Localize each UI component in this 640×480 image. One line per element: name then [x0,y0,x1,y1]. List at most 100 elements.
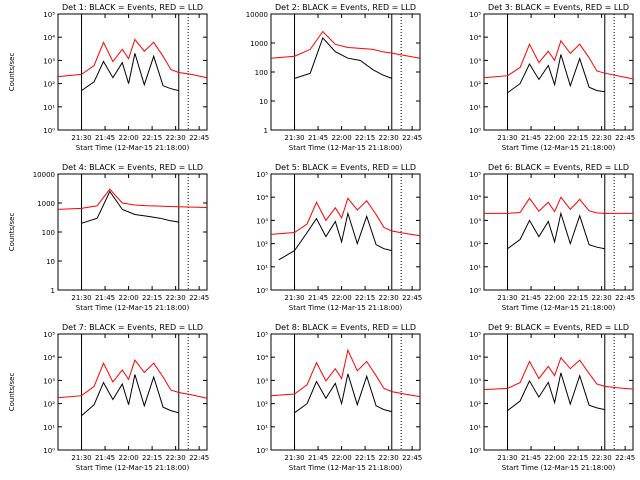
y-tick-label: 10⁴ [469,354,481,362]
y-tick-label: 10⁵ [43,11,55,19]
x-tick-label: 22:30 [379,294,399,302]
y-tick-label: 10³ [43,57,55,65]
chart-panel-8: Det 8: BLACK = Events, RED = LLD 10⁰ 10¹ 10… [256,323,422,472]
y-tick-label: 10³ [469,57,481,65]
x-tick-label: 21:30 [497,294,517,302]
x-tick-label: 22:00 [331,454,351,462]
x-tick-label: 22:15 [355,454,375,462]
x-axis-label: Start Time (12-Mar-15 21:18:00) [289,144,403,152]
y-tick-label: 10⁴ [43,354,55,362]
x-tick-label: 21:45 [95,294,115,302]
y-tick-label: 10³ [256,217,268,225]
y-tick-label: 10² [256,241,268,249]
plot-frame [270,173,421,291]
x-tick-label: 21:30 [284,454,304,462]
chart-title: Det 1: BLACK = Events, RED = LLD [62,3,203,12]
series-line-events [294,373,392,414]
y-tick-label: 10¹ [469,264,481,272]
plot-frame [270,333,421,451]
y-tick-label: 10⁵ [256,331,268,339]
x-tick-label: 22:15 [568,294,588,302]
y-tick-label: 10¹ [43,104,55,112]
x-tick-label: 22:15 [568,454,588,462]
y-tick-label: 100 [255,69,268,77]
y-tick-label: 1000 [250,40,268,48]
x-tick-label: 22:00 [544,294,564,302]
x-tick-label: 21:45 [521,294,541,302]
x-tick-label: 21:30 [497,454,517,462]
y-tick-label: 10¹ [256,424,268,432]
y-tick-label: 10⁴ [43,34,55,42]
series-line-lld [483,39,634,80]
x-tick-label: 21:45 [308,134,328,142]
y-tick-label: 10⁰ [469,127,481,135]
chart-panel-3: Det 3: BLACK = Events, RED = LLD 10⁰ 10¹ 10… [469,3,635,152]
x-tick-label: 22:30 [379,134,399,142]
chart-title: Det 8: BLACK = Events, RED = LLD [275,323,416,332]
series-line-events [81,190,179,224]
x-tick-label: 22:00 [118,294,138,302]
x-tick-label: 22:30 [166,294,186,302]
y-axis-label: Counts/sec [8,53,16,92]
plot-frame [483,173,634,291]
x-tick-label: 22:45 [402,294,422,302]
y-tick-label: 10⁵ [469,331,481,339]
y-tick-label: 10⁴ [469,34,481,42]
x-axis-label: Start Time (12-Mar-15 21:18:00) [502,304,616,312]
y-tick-label: 10² [469,81,481,89]
y-tick-label: 10⁰ [43,127,55,135]
y-tick-label: 10000 [246,11,268,19]
x-tick-label: 22:15 [355,134,375,142]
x-tick-label: 22:45 [615,454,635,462]
x-tick-label: 22:15 [142,454,162,462]
x-tick-label: 22:45 [402,454,422,462]
y-tick-label: 1 [51,287,55,295]
x-tick-label: 22:45 [189,134,209,142]
y-tick-label: 10⁰ [43,447,55,455]
x-axis-label: Start Time (12-Mar-15 21:18:00) [289,304,403,312]
x-tick-label: 22:45 [402,134,422,142]
series-line-events [278,211,392,261]
y-tick-label: 10² [469,401,481,409]
y-tick-label: 10³ [469,217,481,225]
y-tick-label: 10⁴ [256,354,268,362]
x-tick-label: 21:30 [284,134,304,142]
chart-title: Det 4: BLACK = Events, RED = LLD [62,163,203,172]
y-tick-label: 10⁴ [256,194,268,202]
chart-panel-2: Det 2: BLACK = Events, RED = LLD 1 10 100 10… [246,3,423,152]
y-axis-label: Counts/sec [8,213,16,252]
y-tick-label: 10⁵ [469,171,481,179]
x-tick-label: 22:30 [166,454,186,462]
y-tick-label: 10³ [256,377,268,385]
x-tick-label: 22:45 [189,294,209,302]
y-tick-label: 10¹ [469,104,481,112]
chart-title: Det 2: BLACK = Events, RED = LLD [275,3,416,12]
y-tick-label: 10⁴ [469,194,481,202]
y-tick-label: 10 [259,98,268,106]
y-axis-label: Counts/sec [8,373,16,412]
chart-panel-7: Det 7: BLACK = Events, RED = LLD 10⁰ 10¹ 10… [8,323,209,472]
x-tick-label: 22:00 [118,454,138,462]
x-tick-label: 22:00 [118,134,138,142]
y-tick-label: 10² [43,81,55,89]
y-tick-label: 10³ [469,377,481,385]
x-tick-label: 21:45 [521,454,541,462]
plot-frame [57,13,208,131]
x-tick-label: 21:30 [71,294,91,302]
x-tick-label: 22:15 [142,134,162,142]
plot-frame [483,333,634,451]
x-tick-label: 22:15 [568,134,588,142]
x-tick-label: 21:45 [308,454,328,462]
x-axis-label: Start Time (12-Mar-15 21:18:00) [502,464,616,472]
x-tick-label: 22:30 [592,454,612,462]
x-axis-label: Start Time (12-Mar-15 21:18:00) [76,464,190,472]
chart-title: Det 6: BLACK = Events, RED = LLD [488,163,629,172]
chart-panel-1: Det 1: BLACK = Events, RED = LLD 10⁰ 10¹ 10… [8,3,209,152]
y-tick-label: 10¹ [469,424,481,432]
x-axis-label: Start Time (12-Mar-15 21:18:00) [502,144,616,152]
y-tick-label: 10³ [43,377,55,385]
chart-panel-9: Det 9: BLACK = Events, RED = LLD 10⁰ 10¹ 10… [469,323,635,472]
y-tick-label: 100 [42,229,55,237]
x-tick-label: 21:45 [521,134,541,142]
